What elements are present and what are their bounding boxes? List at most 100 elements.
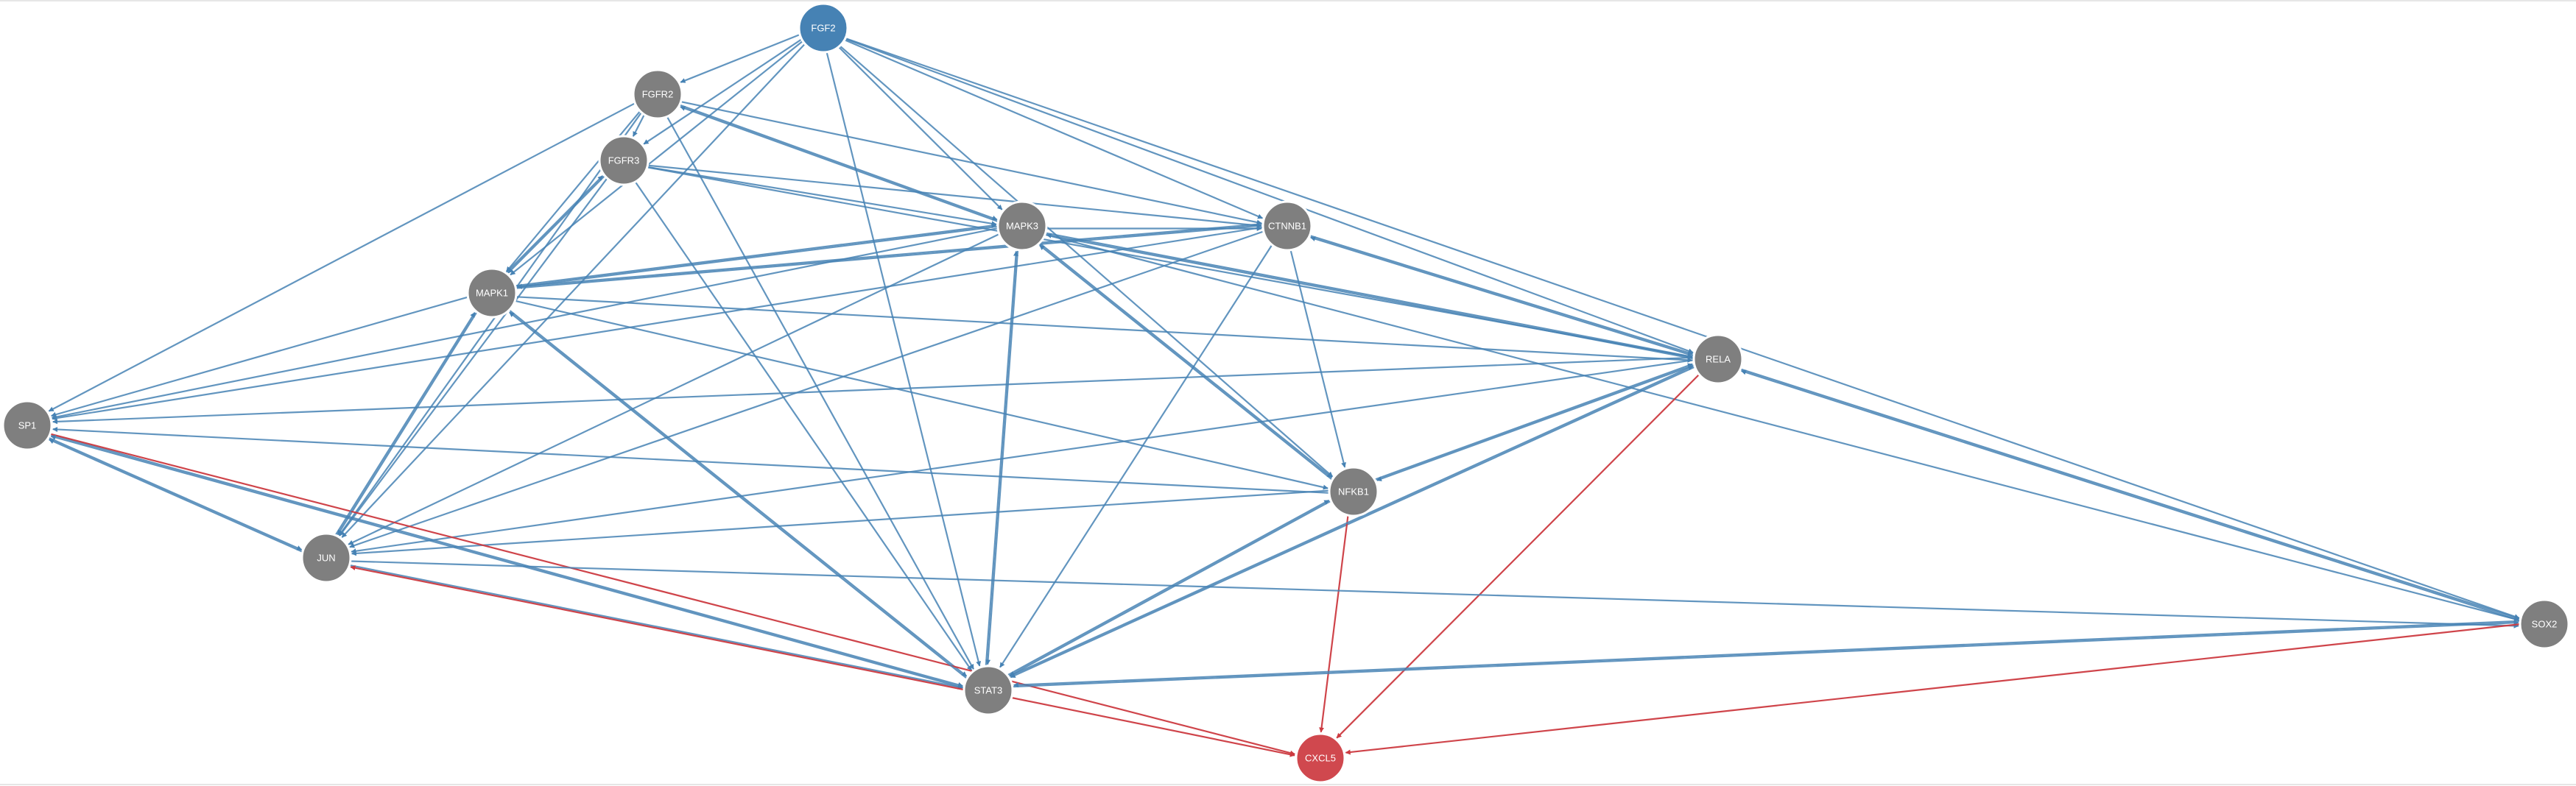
edge-stat3-to-sox2	[1012, 620, 2519, 688]
edge-sox2-to-stat3	[1013, 620, 2520, 688]
node-circle[interactable]	[1295, 732, 1346, 784]
node-fgfr2[interactable]: FGFR2	[632, 68, 683, 120]
node-nfkb1[interactable]: NFKB1	[1328, 466, 1379, 517]
edge-ctnnb1-to-rela	[1309, 235, 1694, 355]
node-circle[interactable]	[798, 2, 849, 54]
node-jun[interactable]: JUN	[300, 532, 352, 584]
edge-fgf2-to-sox2	[845, 38, 2520, 620]
edge-mapk1-to-jun	[337, 311, 478, 536]
edge-fgf2-to-fgfr2	[680, 33, 800, 83]
edge-rela-to-mapk3	[1046, 233, 1694, 360]
node-label: CXCL5	[1305, 753, 1336, 764]
edge-fgf2-to-rela	[845, 38, 1694, 354]
node-label: SP1	[18, 420, 37, 431]
node-label: STAT3	[974, 685, 1003, 696]
node-cxcl5[interactable]: CXCL5	[1295, 732, 1346, 784]
edge-fgf2-to-ctnnb1	[844, 39, 1264, 219]
edge-rela-to-jun	[351, 359, 1694, 554]
node-mapk1[interactable]: MAPK1	[466, 267, 518, 319]
edge-fgfr2-to-mapk3	[679, 104, 998, 221]
node-circle[interactable]	[996, 200, 1048, 252]
edge-jun-to-sp1	[49, 439, 303, 553]
edge-fgfr2-to-jun	[338, 112, 642, 537]
node-circle[interactable]	[963, 665, 1014, 716]
edge-nfkb1-to-sp1	[52, 427, 1329, 494]
edge-stat3-to-rela	[1008, 365, 1694, 678]
node-rela[interactable]: RELA	[1692, 333, 1744, 385]
edge-ctnnb1-to-sp1	[52, 226, 1264, 421]
edge-mapk1-to-mapk3	[515, 223, 997, 287]
node-label: RELA	[1706, 354, 1731, 365]
edge-fgfr2-to-fgfr3	[632, 114, 645, 137]
node-mapk3[interactable]: MAPK3	[996, 200, 1048, 252]
edge-fgf2-to-mapk3	[838, 46, 1003, 210]
node-stat3[interactable]: STAT3	[963, 665, 1014, 716]
node-sp1[interactable]: SP1	[1, 400, 53, 451]
edge-mapk3-to-mapk1	[516, 225, 998, 289]
node-circle[interactable]	[1692, 333, 1744, 385]
edge-jun-to-sox2	[350, 560, 2519, 629]
edge-jun-to-mapk1	[334, 312, 476, 536]
edge-mapk1-to-sp1	[51, 296, 468, 417]
edge-rela-to-nfkb1	[1376, 364, 1695, 481]
node-label: MAPK1	[476, 288, 508, 299]
edge-jun-to-stat3	[349, 564, 963, 690]
edge-ctnnb1-to-stat3	[999, 244, 1273, 668]
edge-fgfr2-to-stat3	[666, 116, 974, 670]
edge-fgfr3-to-mapk1	[507, 175, 605, 274]
edge-rela-to-sp1	[52, 356, 1694, 425]
node-circle[interactable]	[466, 267, 518, 319]
edge-rela-to-sox2	[1740, 368, 2520, 620]
edge-nfkb1-to-stat3	[1009, 500, 1331, 677]
edge-rela-to-stat3	[1010, 366, 1695, 679]
node-circle[interactable]	[1, 400, 53, 451]
edge-rela-to-ctnnb1	[1310, 236, 1695, 357]
node-label: FGFR2	[642, 89, 674, 100]
edge-stat3-to-cxcl5	[1011, 696, 1295, 757]
edge-mapk1-to-rela	[515, 296, 1693, 363]
edge-fgf2-to-stat3	[826, 52, 982, 667]
edge-fgfr3-to-ctnnb1	[647, 164, 1262, 228]
edge-sp1-to-jun	[48, 436, 303, 551]
node-fgf2[interactable]: FGF2	[798, 2, 849, 54]
edge-ctnnb1-to-jun	[349, 230, 1264, 548]
edge-mapk3-to-fgfr2	[680, 106, 999, 223]
edge-fgf2-to-jun	[341, 43, 806, 538]
node-circle[interactable]	[2519, 598, 2570, 650]
node-ctnnb1[interactable]: CTNNB1	[1261, 200, 1313, 252]
node-circle[interactable]	[598, 135, 650, 186]
edge-sp1-to-cxcl5	[49, 433, 1295, 756]
node-circle[interactable]	[1261, 200, 1313, 252]
edge-sox2-to-cxcl5	[1345, 623, 2520, 755]
edge-mapk3-to-stat3	[985, 249, 1019, 665]
edge-sp1-to-stat3	[49, 433, 963, 687]
edge-mapk1-to-ctnnb1	[515, 223, 1262, 289]
edge-fgf2-to-nfkb1	[839, 45, 1334, 478]
edge-stat3-to-mapk1	[509, 311, 968, 679]
edge-mapk1-to-fgfr3	[505, 175, 604, 274]
edge-stat3-to-jun	[350, 565, 964, 691]
node-fgfr3[interactable]: FGFR3	[598, 135, 650, 186]
node-label: NFKB1	[1338, 486, 1369, 498]
edge-fgfr2-to-sp1	[48, 102, 636, 412]
edge-nfkb1-to-jun	[351, 489, 1329, 556]
node-label: SOX2	[2532, 619, 2558, 630]
edge-mapk3-to-nfkb1	[1038, 242, 1333, 478]
node-sox2[interactable]: SOX2	[2519, 598, 2570, 650]
edge-fgf2-to-fgfr3	[643, 38, 803, 145]
edge-stat3-to-sp1	[50, 435, 964, 689]
edge-nfkb1-to-rela	[1374, 363, 1693, 481]
node-label: CTNNB1	[1268, 221, 1306, 232]
edge-stat3-to-mapk3	[985, 250, 1018, 666]
node-circle[interactable]	[300, 532, 352, 584]
edge-fgfr2-to-ctnnb1	[680, 101, 1262, 225]
edge-fgfr3-to-jun	[339, 177, 608, 537]
edge-mapk3-to-sox2	[1044, 233, 2519, 622]
edge-rela-to-cxcl5	[1336, 374, 1700, 739]
node-circle[interactable]	[632, 68, 683, 120]
edge-mapk1-to-stat3	[508, 309, 968, 677]
edges-layer	[48, 33, 2521, 757]
node-circle[interactable]	[1328, 466, 1379, 517]
